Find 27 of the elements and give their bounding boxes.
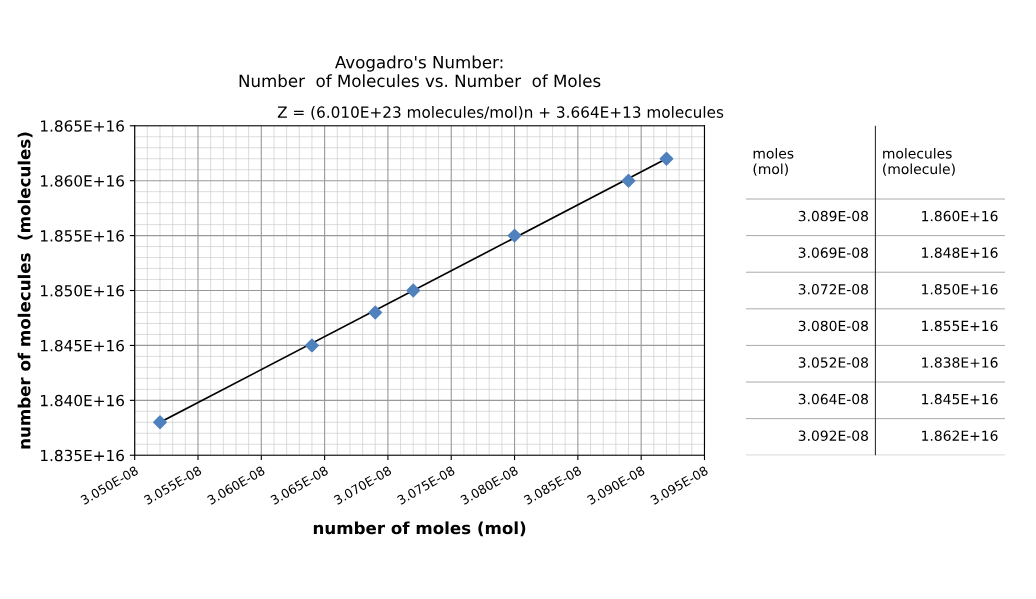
text: 1.848E+16 [922, 247, 998, 258]
y-tick-label: 1.845E+16 [41, 339, 124, 352]
text: 3.069E-08 [798, 247, 868, 258]
y-tick-label: 1.840E+16 [41, 394, 124, 407]
y-tick-label: 1.865E+16 [41, 120, 124, 132]
y-tick-label: 1.850E+16 [41, 284, 124, 297]
text: 3.092E-08 [798, 430, 868, 441]
text: 3.064E-08 [798, 393, 868, 405]
text: 1.838E+16 [922, 357, 998, 368]
text: molecules (molecule) [883, 147, 955, 176]
text: 1.855E+16 [922, 320, 998, 332]
y-tick-label: 1.835E+16 [41, 449, 124, 462]
y-tick-label: 1.855E+16 [41, 230, 124, 242]
text: 3.052E-08 [798, 357, 868, 368]
chart-title: Avogadro's Number: Number of Molecules vs. Number of Moles [239, 55, 601, 88]
text: 1.862E+16 [922, 430, 998, 441]
text: 3.072E-08 [798, 284, 868, 295]
text: moles (mol) [753, 147, 794, 176]
text: 1.860E+16 [922, 210, 998, 222]
y-axis-title: number of molecules (molecules) [17, 132, 33, 449]
text: 1.850E+16 [922, 284, 998, 295]
text: 1.845E+16 [922, 393, 998, 405]
y-tick-label: 1.860E+16 [41, 175, 124, 187]
x-axis-title: number of moles (mol) [313, 521, 526, 537]
text: 3.080E-08 [798, 320, 868, 332]
text: Z = (6.010E+23 molecules/mol)n + 3.664E+13 molecules [277, 106, 724, 120]
text: 3.089E-08 [798, 210, 868, 222]
